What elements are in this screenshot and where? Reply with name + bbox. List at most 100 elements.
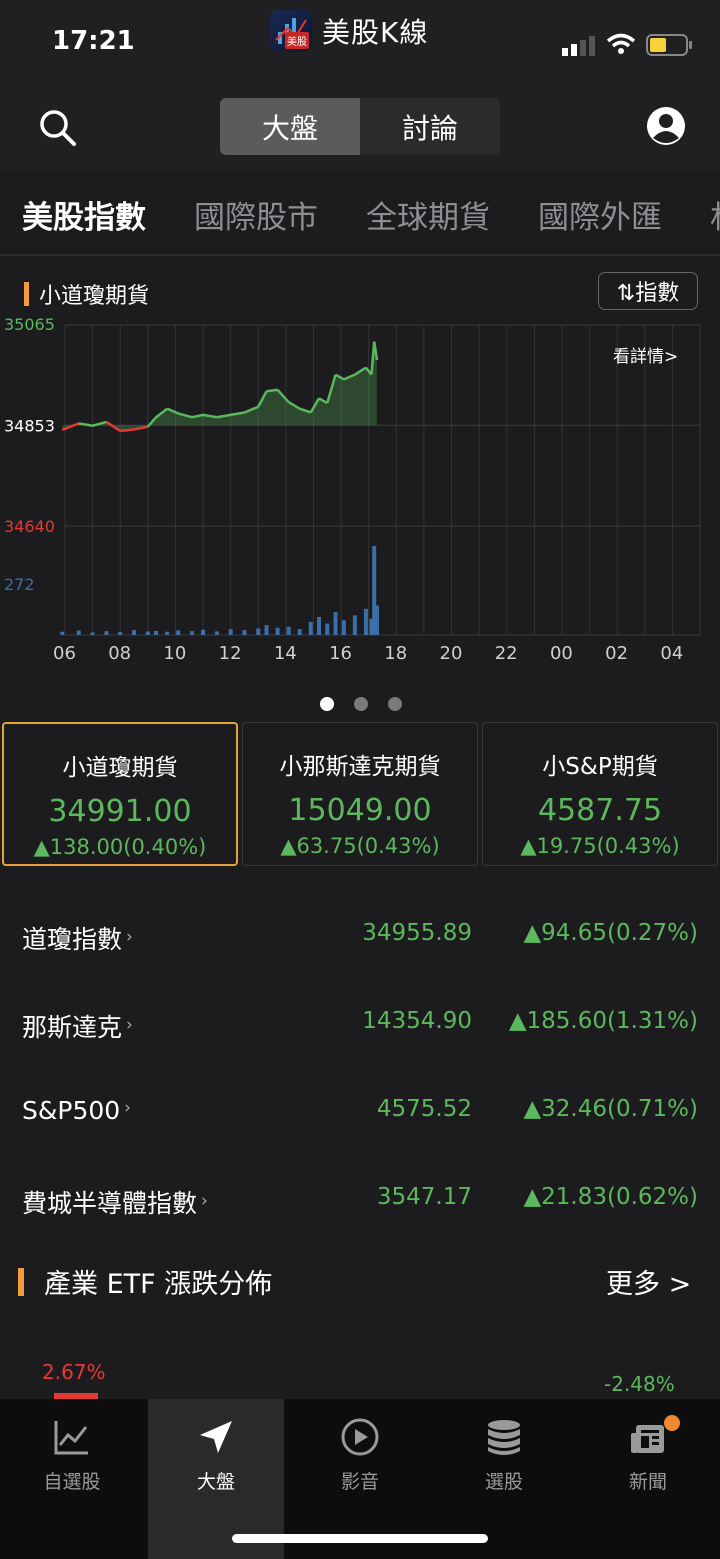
chart-price-segment bbox=[202, 413, 218, 419]
nav-watchlist[interactable]: 自選股 bbox=[0, 1399, 144, 1559]
search-icon[interactable] bbox=[38, 108, 78, 148]
nav-news[interactable]: 新聞 bbox=[576, 1399, 720, 1559]
index-row-dow[interactable]: 道瓊指數 › 34955.89 ▲94.65(0.27%) bbox=[0, 888, 720, 976]
intraday-chart[interactable]: 35065 34853 34640 272 bbox=[0, 315, 720, 640]
chart-volume-bar bbox=[264, 625, 269, 635]
x-tick-label: 04 bbox=[660, 643, 684, 664]
index-name: 費城半導體指數 › bbox=[22, 1184, 208, 1220]
chart-volume-bar bbox=[286, 626, 291, 635]
futures-card-change: ▲19.75(0.43%) bbox=[520, 834, 680, 858]
y-label-reference: 34853 bbox=[4, 416, 55, 435]
top-header: 大盤 討論 bbox=[0, 80, 720, 170]
segment-discussion[interactable]: 討論 bbox=[401, 111, 458, 145]
futures-card-dow[interactable]: 小道瓊期貨 34991.00 ▲138.00(0.40%) bbox=[2, 722, 238, 866]
chart-volume-bar bbox=[317, 617, 321, 635]
nav-market[interactable]: 大盤 bbox=[148, 1399, 284, 1559]
nav-label: 大盤 bbox=[196, 1471, 235, 1493]
tab-intl-markets[interactable]: 國際股市 bbox=[194, 200, 318, 236]
etf-title-accent bbox=[18, 1267, 24, 1296]
chart-title-accent bbox=[24, 282, 29, 306]
x-tick-label: 18 bbox=[384, 643, 408, 664]
user-profile-icon[interactable] bbox=[646, 106, 686, 146]
index-name: S&P500 › bbox=[22, 1096, 131, 1125]
etf-up-bar bbox=[54, 1393, 98, 1399]
chart-title: 小道瓊期貨 bbox=[24, 278, 149, 310]
tab-forex[interactable]: 國際外匯 bbox=[538, 200, 662, 236]
view-detail-link[interactable]: 看詳情> bbox=[613, 347, 679, 367]
index-tabs: 美股指數 國際股市 全球期貨 國際外匯 材 bbox=[0, 170, 720, 256]
nav-label: 影音 bbox=[340, 1471, 379, 1493]
database-stack-icon bbox=[488, 1420, 520, 1455]
index-name-text: 那斯達克 bbox=[22, 1013, 123, 1042]
chart-price-segment bbox=[354, 366, 367, 376]
x-tick-label: 20 bbox=[439, 643, 463, 664]
chart-volume-bar bbox=[228, 629, 233, 635]
chevron-right-icon: › bbox=[126, 1015, 133, 1035]
chart-volume-bar bbox=[76, 630, 81, 635]
page-dot-2[interactable] bbox=[354, 697, 368, 711]
index-toggle-button[interactable]: ⇅指數 bbox=[598, 272, 698, 310]
nav-video[interactable]: 影音 bbox=[288, 1399, 432, 1559]
chart-price-segment bbox=[287, 401, 301, 410]
page-dot-3[interactable] bbox=[388, 697, 402, 711]
futures-card-change: ▲138.00(0.40%) bbox=[33, 835, 207, 859]
futures-card-sp[interactable]: 小S&P期貨 4587.75 ▲19.75(0.43%) bbox=[482, 722, 718, 866]
home-indicator[interactable] bbox=[232, 1534, 488, 1543]
futures-card-name: 小那斯達克期貨 bbox=[279, 754, 441, 780]
x-tick-label: 08 bbox=[108, 643, 132, 664]
segment-market[interactable]: 大盤 bbox=[220, 98, 360, 155]
chart-price-segment bbox=[166, 407, 179, 415]
chart-volume-bar bbox=[352, 615, 357, 635]
chart-price-segment bbox=[177, 412, 193, 419]
nav-screener[interactable]: 選股 bbox=[432, 1399, 576, 1559]
y-label-volume: 272 bbox=[4, 575, 35, 594]
chart-price-segment bbox=[370, 341, 376, 375]
futures-card-price: 34991.00 bbox=[48, 794, 192, 829]
chart-price-segment bbox=[120, 428, 135, 433]
index-name-text: S&P500 bbox=[22, 1096, 121, 1125]
futures-card-nasdaq[interactable]: 小那斯達克期貨 15049.00 ▲63.75(0.43%) bbox=[242, 722, 478, 866]
chart-volume-bar bbox=[154, 630, 159, 635]
x-tick-label: 22 bbox=[494, 643, 518, 664]
nav-label: 自選股 bbox=[43, 1471, 101, 1493]
chart-volume-bar bbox=[132, 630, 137, 635]
chart-line-icon bbox=[54, 1421, 88, 1455]
chart-price-segment bbox=[266, 388, 278, 393]
chart-volume-bar bbox=[333, 612, 338, 635]
chart-price-segment bbox=[155, 407, 168, 419]
etf-more-link[interactable]: 更多 > bbox=[606, 1269, 692, 1300]
chart-price-segment bbox=[61, 422, 80, 432]
index-row-sp500[interactable]: S&P500 › 4575.52 ▲32.46(0.71%) bbox=[0, 1064, 720, 1152]
chevron-right-icon: › bbox=[126, 927, 133, 947]
tab-us-index[interactable]: 美股指數 bbox=[22, 200, 146, 236]
x-tick-label: 06 bbox=[53, 643, 76, 664]
chart-volume-bar bbox=[374, 605, 379, 635]
futures-card-price: 4587.75 bbox=[537, 793, 663, 828]
chart-volume-bar bbox=[145, 631, 150, 635]
tab-materials[interactable]: 材 bbox=[710, 192, 720, 237]
chart-price-segment bbox=[318, 397, 328, 405]
chart-volume-bar bbox=[341, 620, 346, 635]
chart-volume-bar bbox=[256, 628, 261, 635]
futures-card-name: 小道瓊期貨 bbox=[62, 755, 178, 781]
chart-price-segment bbox=[92, 420, 107, 427]
chart-volume-bar bbox=[275, 627, 280, 635]
y-label-low: 34640 bbox=[4, 517, 55, 536]
index-row-sox[interactable]: 費城半導體指數 › 3547.17 ▲21.83(0.62%) bbox=[0, 1152, 720, 1240]
index-name: 道瓊指數 › bbox=[22, 920, 133, 956]
chart-price-segment bbox=[326, 374, 337, 404]
page-dot-1[interactable] bbox=[320, 697, 334, 711]
tab-global-futures[interactable]: 全球期貨 bbox=[366, 200, 490, 236]
navigation-arrow-icon bbox=[200, 1421, 232, 1453]
futures-card-name: 小S&P期貨 bbox=[542, 754, 658, 780]
chart-price-segment bbox=[343, 373, 356, 381]
index-row-nasdaq[interactable]: 那斯達克 › 14354.90 ▲185.60(1.31%) bbox=[0, 976, 720, 1064]
battery-icon bbox=[646, 34, 692, 56]
chart-volume-bar bbox=[190, 631, 194, 635]
chart-price-segment bbox=[216, 413, 231, 419]
index-value: 34955.89 bbox=[362, 920, 472, 946]
index-value: 3547.17 bbox=[376, 1184, 472, 1210]
chart-volume-bar bbox=[363, 608, 368, 635]
x-tick-label: 12 bbox=[218, 643, 242, 664]
chart-volume-bar bbox=[214, 631, 219, 635]
